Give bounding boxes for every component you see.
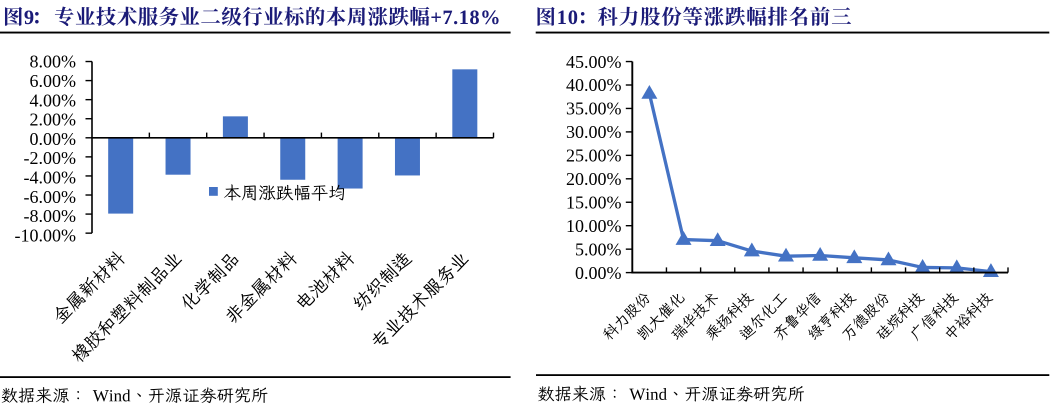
svg-text:-6.00%: -6.00% <box>24 187 77 207</box>
svg-text:40.00%: 40.00% <box>566 75 622 95</box>
svg-text:-2.00%: -2.00% <box>24 148 77 168</box>
svg-text:30.00%: 30.00% <box>566 122 622 142</box>
svg-text:25.00%: 25.00% <box>566 146 622 166</box>
svg-text:-8.00%: -8.00% <box>24 206 77 226</box>
svg-text:5.00%: 5.00% <box>575 239 622 259</box>
svg-text:15.00%: 15.00% <box>566 192 622 212</box>
svg-text:-10.00%: -10.00% <box>15 225 77 245</box>
svg-text:4.00%: 4.00% <box>30 90 77 110</box>
svg-text:-4.00%: -4.00% <box>24 167 77 187</box>
svg-text:45.00%: 45.00% <box>566 52 622 72</box>
svg-text:0.00%: 0.00% <box>575 263 622 283</box>
svg-text:0.00%: 0.00% <box>30 129 77 149</box>
svg-text:6.00%: 6.00% <box>30 71 77 91</box>
svg-text:20.00%: 20.00% <box>566 169 622 189</box>
svg-text:2.00%: 2.00% <box>30 110 77 130</box>
svg-text:8.00%: 8.00% <box>30 52 77 72</box>
svg-text:10.00%: 10.00% <box>566 216 622 236</box>
svg-text:35.00%: 35.00% <box>566 99 622 119</box>
